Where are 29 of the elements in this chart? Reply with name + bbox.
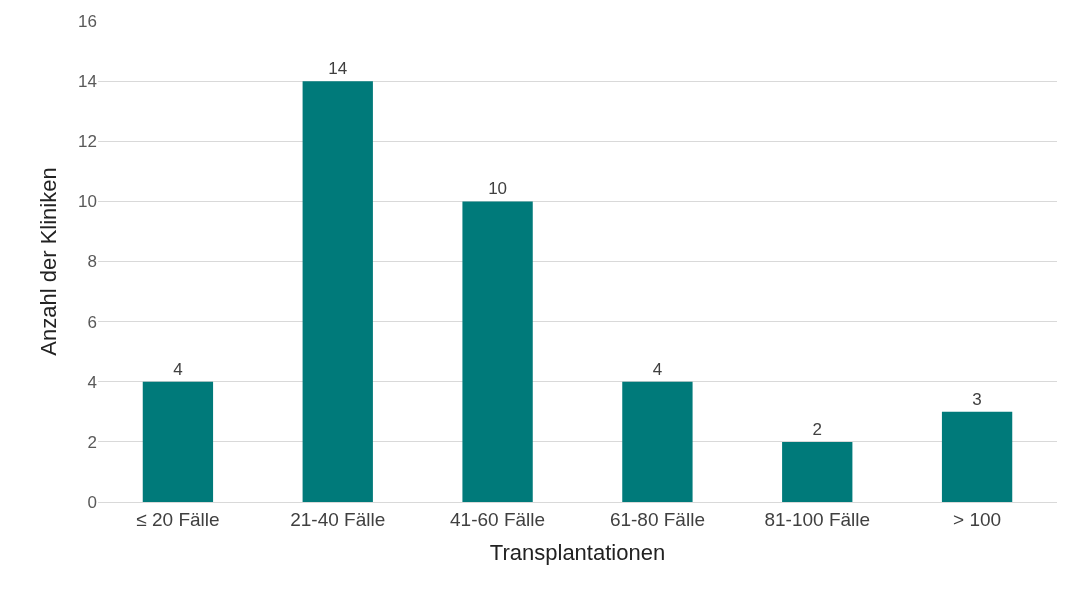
x-tick-label: ≤ 20 Fälle — [136, 508, 220, 530]
y-tick-label: 0 — [87, 492, 97, 512]
x-tick-label: 61-80 Fälle — [609, 508, 705, 530]
x-tick-label: 81-100 Fälle — [764, 508, 871, 530]
bar — [302, 81, 373, 502]
y-axis-title: Anzahl der Kliniken — [35, 167, 61, 356]
y-tick-label: 2 — [87, 432, 97, 452]
y-tick-label: 4 — [87, 372, 97, 392]
x-tick-label: > 100 — [953, 508, 1002, 530]
data-label: 14 — [328, 59, 348, 79]
data-label: 4 — [652, 359, 663, 379]
bar — [142, 381, 214, 502]
y-tick-label: 14 — [78, 72, 97, 92]
data-label: 2 — [812, 419, 822, 439]
y-tick-label: 8 — [87, 252, 97, 272]
y-tick-label: 12 — [78, 132, 97, 152]
data-label: 10 — [488, 179, 508, 199]
y-tick-label: 10 — [78, 192, 97, 212]
data-label: 3 — [972, 389, 982, 409]
bar — [782, 441, 853, 502]
bar — [622, 381, 693, 502]
bar — [941, 411, 1013, 502]
y-tick-label: 16 — [78, 11, 97, 31]
x-axis-title: Transplantationen — [489, 539, 666, 565]
x-tick-label: 21-40 Fälle — [290, 508, 386, 530]
bar — [462, 201, 533, 502]
x-tick-label: 41-60 Fälle — [450, 508, 546, 530]
data-label: 4 — [173, 359, 183, 379]
y-tick-label: 6 — [87, 312, 97, 332]
